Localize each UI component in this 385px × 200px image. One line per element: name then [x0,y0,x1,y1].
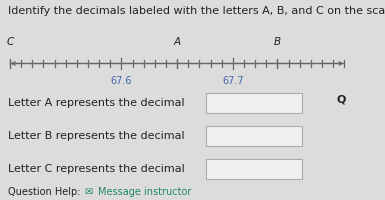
Text: B: B [274,37,281,47]
Text: 67.7: 67.7 [222,76,244,86]
Text: Question Help:: Question Help: [8,187,80,197]
Text: Letter C represents the decimal: Letter C represents the decimal [8,164,184,174]
Text: A: A [174,37,181,47]
Text: 67.6: 67.6 [110,76,132,86]
Text: Letter A represents the decimal: Letter A represents the decimal [8,98,184,108]
Text: C: C [6,37,13,47]
Text: Identify the decimals labeled with the letters A, B, and C on the scale below.: Identify the decimals labeled with the l… [8,6,385,16]
Text: Q: Q [337,95,346,105]
Text: Letter B represents the decimal: Letter B represents the decimal [8,131,184,141]
Text: ✉: ✉ [85,187,93,197]
Text: Message instructor: Message instructor [98,187,192,197]
